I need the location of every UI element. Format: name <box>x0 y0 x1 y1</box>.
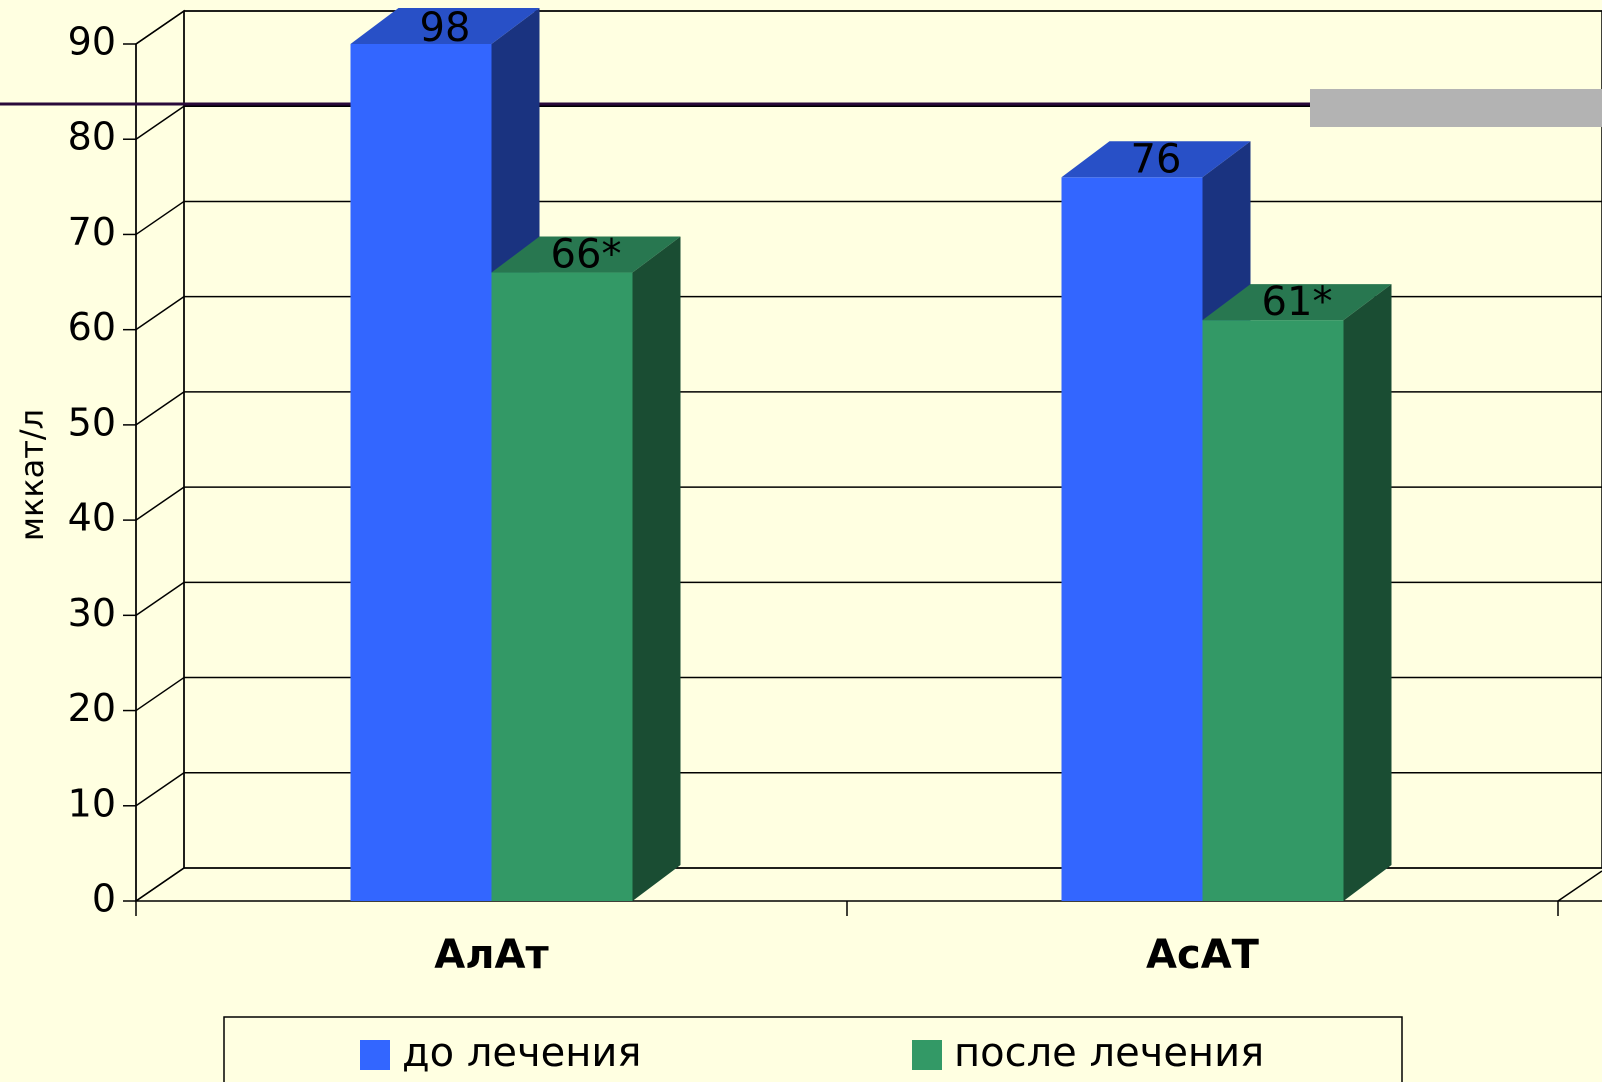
grid-line <box>135 581 185 616</box>
bar-front <box>350 44 492 901</box>
grid-line <box>135 772 185 807</box>
value-label: 66* <box>551 232 622 278</box>
y-tick-label: 40 <box>68 496 116 540</box>
y-tick-label: 60 <box>68 305 116 349</box>
bar-top <box>350 8 540 44</box>
bar <box>491 236 681 902</box>
bar-front <box>1061 177 1203 902</box>
y-tick-label: 30 <box>68 591 116 635</box>
floor-right <box>1557 870 1602 902</box>
legend-label: после лечения <box>954 1030 1264 1076</box>
y-tick-label: 90 <box>68 20 116 64</box>
x-tick-label: АсАТ <box>1146 932 1260 978</box>
legend <box>223 1016 1403 1082</box>
bar-top <box>1202 284 1392 321</box>
grid-line <box>135 867 185 902</box>
y-tick-label: 20 <box>68 686 116 730</box>
legend-swatch <box>360 1040 390 1070</box>
bar-front <box>491 272 633 901</box>
decor-bar <box>1310 89 1602 127</box>
value-label: 61* <box>1262 279 1333 325</box>
y-tick-label: 0 <box>92 877 116 921</box>
value-label: 76 <box>1131 136 1182 182</box>
legend-label: до лечения <box>402 1030 641 1076</box>
grid-line <box>135 105 185 140</box>
y-tick-label: 70 <box>68 210 116 254</box>
legend-swatch <box>912 1040 942 1070</box>
bar-side <box>1343 284 1392 902</box>
y-axis-label: мккат/л <box>13 409 51 541</box>
grid-line <box>135 676 185 712</box>
grid-line <box>135 10 185 45</box>
y-tick-label: 50 <box>68 400 116 444</box>
bar-side <box>632 236 681 902</box>
x-tick-label: АлАт <box>434 932 549 978</box>
bar-top <box>491 236 681 273</box>
y-tick-label: 10 <box>68 781 116 825</box>
grid-line <box>135 296 185 331</box>
bar <box>1202 284 1392 902</box>
value-label: 98 <box>420 5 471 51</box>
grid-line <box>135 200 185 236</box>
bar-top <box>1061 141 1251 178</box>
grid-line <box>135 391 185 426</box>
bar-front <box>1202 320 1344 902</box>
y-tick-label: 80 <box>68 115 116 159</box>
grid-line <box>135 486 185 521</box>
